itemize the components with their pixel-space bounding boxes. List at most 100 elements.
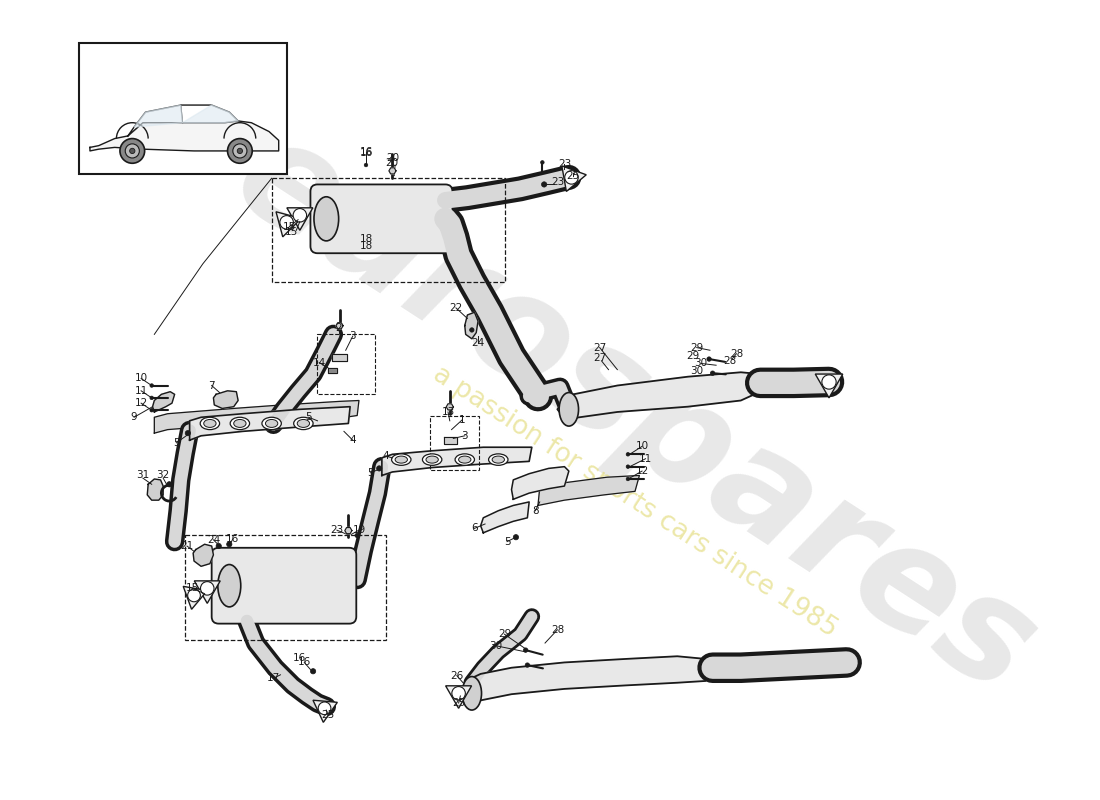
Text: 18: 18	[360, 234, 373, 244]
Text: 11: 11	[134, 386, 147, 396]
Bar	[318, 334, 375, 394]
Circle shape	[228, 138, 252, 163]
Polygon shape	[195, 581, 220, 603]
Text: 25: 25	[452, 698, 465, 708]
Polygon shape	[344, 527, 352, 534]
Text: 19: 19	[352, 525, 365, 535]
Bar	[430, 415, 478, 470]
Bar	[79, 43, 287, 174]
Text: 23: 23	[330, 525, 343, 535]
Text: 16: 16	[227, 534, 240, 544]
Text: a passion for sports cars since 1985: a passion for sports cars since 1985	[428, 362, 842, 642]
Text: 27: 27	[593, 353, 606, 363]
Text: 18: 18	[360, 241, 373, 251]
Text: 5: 5	[367, 468, 374, 478]
Polygon shape	[134, 105, 183, 127]
Text: 16: 16	[360, 147, 373, 157]
Polygon shape	[153, 392, 175, 412]
Polygon shape	[189, 406, 350, 440]
Polygon shape	[154, 401, 359, 433]
Text: 3: 3	[462, 430, 469, 441]
Circle shape	[514, 534, 518, 540]
Polygon shape	[382, 447, 531, 475]
Ellipse shape	[459, 456, 471, 463]
Circle shape	[233, 144, 246, 158]
Text: 26: 26	[450, 670, 463, 681]
Polygon shape	[538, 475, 639, 506]
Polygon shape	[128, 105, 238, 136]
Text: 30: 30	[694, 358, 707, 369]
Circle shape	[167, 482, 172, 487]
Circle shape	[150, 384, 154, 387]
Text: 5: 5	[306, 412, 312, 422]
Polygon shape	[332, 354, 346, 361]
Text: 25: 25	[321, 710, 334, 720]
Circle shape	[452, 686, 465, 700]
Ellipse shape	[233, 419, 246, 427]
Polygon shape	[213, 391, 238, 409]
FancyBboxPatch shape	[310, 185, 452, 254]
Text: 4: 4	[382, 451, 388, 461]
Text: eurospares: eurospares	[210, 103, 1060, 724]
Text: 6: 6	[471, 523, 477, 534]
Polygon shape	[562, 166, 586, 191]
Polygon shape	[147, 479, 163, 500]
Ellipse shape	[426, 456, 438, 463]
Text: 3: 3	[350, 331, 356, 341]
Text: 29: 29	[690, 342, 703, 353]
Ellipse shape	[462, 677, 482, 710]
Ellipse shape	[200, 418, 220, 430]
Text: 15: 15	[285, 227, 298, 237]
Text: 30: 30	[690, 366, 703, 377]
Polygon shape	[446, 686, 472, 708]
Text: 10: 10	[134, 374, 147, 383]
Circle shape	[707, 357, 712, 362]
Polygon shape	[465, 312, 478, 338]
Circle shape	[525, 663, 529, 667]
Text: 16: 16	[298, 658, 311, 667]
Text: 30: 30	[490, 641, 503, 650]
Circle shape	[238, 148, 242, 154]
Circle shape	[564, 170, 579, 184]
Bar	[272, 178, 505, 282]
Text: 16: 16	[294, 653, 307, 663]
Polygon shape	[463, 656, 713, 706]
Text: 14: 14	[312, 358, 326, 367]
Text: 29: 29	[498, 630, 512, 639]
Ellipse shape	[492, 456, 505, 463]
Circle shape	[130, 148, 135, 154]
Ellipse shape	[218, 565, 241, 607]
Text: 15: 15	[283, 222, 296, 232]
Polygon shape	[512, 466, 569, 499]
Circle shape	[822, 375, 836, 389]
Text: 25: 25	[566, 170, 580, 181]
Text: 2: 2	[336, 323, 342, 333]
Polygon shape	[815, 374, 843, 398]
Ellipse shape	[297, 419, 309, 427]
Text: 11: 11	[639, 454, 652, 464]
Polygon shape	[558, 372, 763, 418]
Circle shape	[185, 430, 190, 436]
Text: 27: 27	[593, 342, 606, 353]
Circle shape	[541, 182, 547, 187]
Polygon shape	[447, 404, 453, 410]
Polygon shape	[314, 700, 338, 722]
Polygon shape	[184, 586, 207, 610]
Circle shape	[470, 328, 474, 332]
Polygon shape	[194, 544, 213, 566]
Text: 28: 28	[551, 625, 564, 635]
Circle shape	[216, 543, 221, 549]
Bar	[185, 535, 386, 639]
Text: 8: 8	[532, 506, 539, 516]
Ellipse shape	[392, 454, 411, 466]
Ellipse shape	[262, 418, 282, 430]
Text: 32: 32	[156, 470, 169, 481]
Circle shape	[540, 161, 544, 164]
Circle shape	[711, 371, 715, 375]
Text: 17: 17	[267, 674, 280, 683]
Ellipse shape	[455, 454, 474, 466]
Text: 12: 12	[134, 398, 147, 408]
Polygon shape	[481, 502, 529, 533]
Text: 29: 29	[686, 351, 700, 362]
Text: 28: 28	[729, 349, 743, 358]
